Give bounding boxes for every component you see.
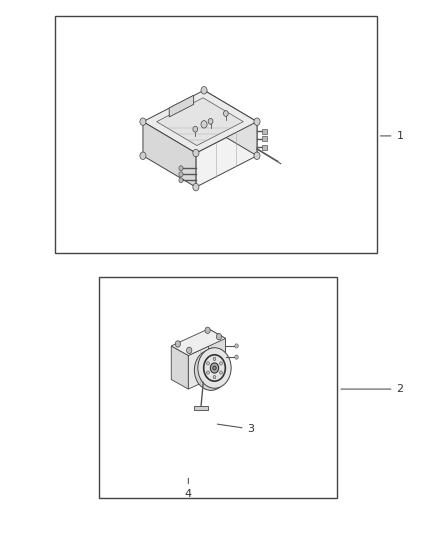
Circle shape	[213, 366, 216, 370]
Circle shape	[194, 350, 228, 390]
Circle shape	[254, 152, 260, 159]
Bar	[55, 16, 377, 253]
Circle shape	[187, 347, 192, 353]
Circle shape	[140, 152, 146, 159]
Polygon shape	[171, 346, 188, 389]
Circle shape	[210, 363, 219, 373]
Polygon shape	[171, 329, 226, 356]
Circle shape	[235, 344, 238, 348]
Polygon shape	[143, 122, 196, 187]
Polygon shape	[188, 338, 226, 389]
Polygon shape	[157, 98, 244, 146]
Circle shape	[193, 183, 199, 191]
Circle shape	[175, 341, 180, 347]
Circle shape	[220, 362, 223, 365]
Text: 2: 2	[341, 384, 403, 394]
Polygon shape	[194, 406, 208, 410]
Circle shape	[235, 355, 238, 359]
Text: 4: 4	[185, 478, 192, 499]
Circle shape	[213, 375, 216, 379]
Circle shape	[193, 126, 198, 132]
Polygon shape	[208, 329, 226, 372]
Circle shape	[223, 110, 228, 116]
Circle shape	[179, 178, 183, 183]
Text: 1: 1	[380, 131, 403, 141]
Circle shape	[254, 118, 260, 125]
Bar	[262, 145, 266, 150]
Circle shape	[140, 118, 146, 125]
Circle shape	[205, 327, 210, 334]
Polygon shape	[196, 122, 257, 187]
Bar	[262, 129, 266, 134]
Circle shape	[208, 118, 213, 124]
Text: 3: 3	[217, 424, 254, 434]
Polygon shape	[169, 95, 194, 117]
Circle shape	[220, 371, 223, 374]
Bar	[99, 277, 337, 498]
Circle shape	[201, 86, 207, 94]
Circle shape	[179, 166, 183, 171]
Circle shape	[207, 371, 209, 374]
Circle shape	[179, 172, 183, 177]
Circle shape	[216, 334, 222, 340]
Circle shape	[201, 120, 207, 128]
Circle shape	[193, 149, 199, 157]
Bar	[262, 136, 266, 141]
Polygon shape	[204, 90, 257, 156]
Circle shape	[198, 348, 231, 388]
Circle shape	[207, 362, 209, 365]
Circle shape	[213, 357, 216, 360]
Polygon shape	[143, 90, 257, 153]
